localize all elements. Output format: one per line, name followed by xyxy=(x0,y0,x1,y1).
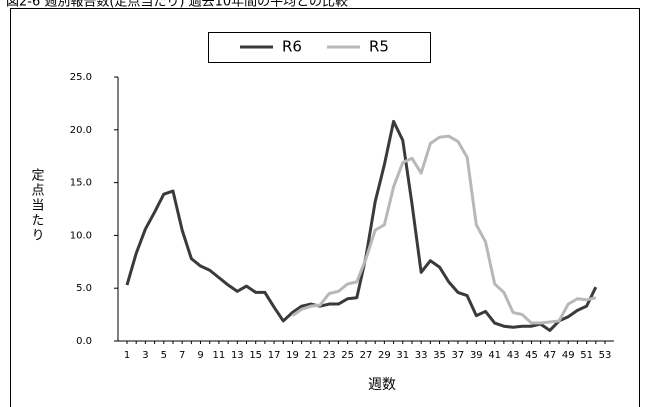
x-tick-label: 19 xyxy=(286,350,299,361)
y-tick-label: 0.0 xyxy=(76,336,92,347)
x-tick-label: 43 xyxy=(507,350,520,361)
x-tick-label: 13 xyxy=(231,350,244,361)
x-tick-label: 11 xyxy=(213,350,226,361)
series-line xyxy=(125,119,598,332)
x-tick-label: 29 xyxy=(378,350,391,361)
x-tick-label: 33 xyxy=(415,350,428,361)
y-tick-label: 25.0 xyxy=(70,72,92,83)
x-tick-label: 53 xyxy=(599,350,612,361)
x-tick-label: 1 xyxy=(124,350,130,361)
x-tick-label: 15 xyxy=(249,350,262,361)
x-tick-label: 3 xyxy=(142,350,148,361)
y-tick-label: 5.0 xyxy=(76,283,92,294)
x-tick-label: 23 xyxy=(323,350,336,361)
x-tick-label: 21 xyxy=(304,350,317,361)
y-tick-label: 20.0 xyxy=(70,125,92,136)
y-tick-label: 10.0 xyxy=(70,230,92,241)
x-tick-label: 31 xyxy=(396,350,409,361)
legend-label: R5 xyxy=(369,38,389,56)
x-tick-label: 5 xyxy=(161,350,167,361)
x-tick-label: 49 xyxy=(562,350,575,361)
y-axis-label: 定点当たり xyxy=(29,168,45,243)
x-tick-label: 41 xyxy=(488,350,501,361)
x-tick-label: 27 xyxy=(360,350,373,361)
x-tick-label: 35 xyxy=(433,350,446,361)
x-tick-label: 45 xyxy=(525,350,538,361)
series-line xyxy=(291,134,597,325)
chart-frame xyxy=(10,8,640,407)
x-tick-label: 17 xyxy=(268,350,281,361)
x-axis-label: 週数 xyxy=(368,377,396,393)
x-tick-label: 7 xyxy=(179,350,185,361)
x-tick-label: 9 xyxy=(197,350,203,361)
x-tick-label: 51 xyxy=(580,350,593,361)
x-tick-label: 47 xyxy=(543,350,556,361)
chart-title: 図2-6 週別報告数(定点当たり) 過去10年間の平均との比較 xyxy=(6,0,348,10)
legend-label: R6 xyxy=(282,38,302,56)
x-tick-label: 37 xyxy=(452,350,465,361)
y-tick-label: 15.0 xyxy=(70,178,92,189)
x-tick-label: 25 xyxy=(341,350,354,361)
x-tick-label: 39 xyxy=(470,350,483,361)
